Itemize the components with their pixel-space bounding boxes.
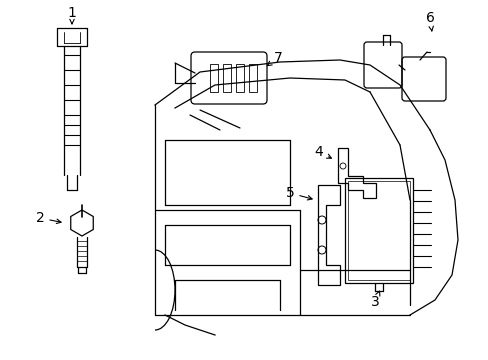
Bar <box>236 64 244 92</box>
Text: 4: 4 <box>314 145 331 159</box>
Text: 3: 3 <box>370 291 379 309</box>
Bar <box>345 178 412 283</box>
Text: 5: 5 <box>285 186 311 200</box>
Text: 1: 1 <box>67 6 76 24</box>
Bar <box>347 181 409 280</box>
Text: 2: 2 <box>36 211 61 225</box>
Bar <box>248 64 257 92</box>
Bar <box>223 64 230 92</box>
Text: 7: 7 <box>267 51 282 66</box>
Bar <box>209 64 218 92</box>
Text: 6: 6 <box>425 11 433 31</box>
